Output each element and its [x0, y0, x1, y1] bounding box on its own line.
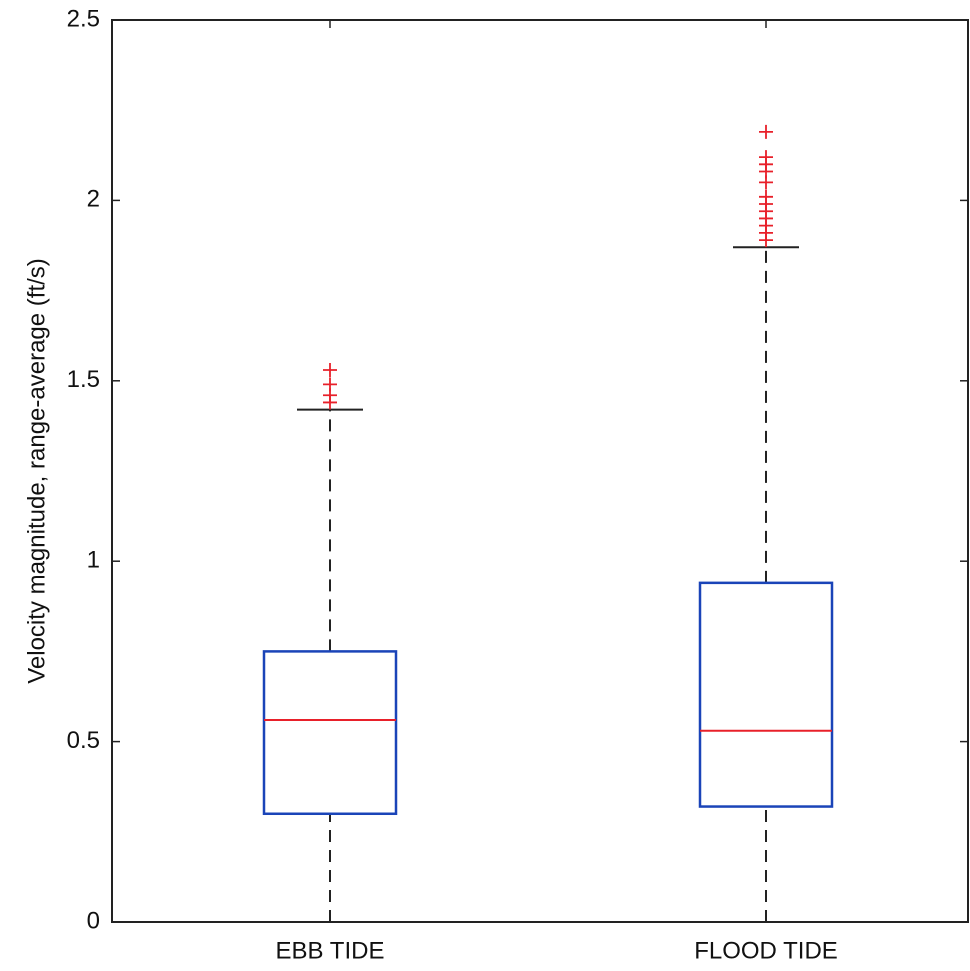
- outlier: [759, 124, 773, 139]
- x-tick-label: EBB TIDE: [276, 937, 385, 964]
- y-tick-label: 2.5: [67, 5, 100, 32]
- outlier: [759, 175, 773, 190]
- box: [262, 650, 398, 816]
- y-axis-label: Velocity magnitude, range-average (ft/s): [23, 258, 50, 684]
- y-tick-label: 1: [87, 547, 100, 574]
- outlier: [323, 395, 337, 410]
- box: [698, 581, 834, 808]
- y-tick-label: 1.5: [67, 366, 100, 393]
- outlier: [323, 362, 337, 377]
- x-tick-label: FLOOD TIDE: [694, 937, 838, 964]
- y-tick-label: 2: [87, 186, 100, 213]
- y-tick-label: 0.5: [67, 727, 100, 754]
- outlier: [759, 233, 773, 248]
- plot-frame: [111, 19, 969, 923]
- y-tick-label: 0: [87, 907, 100, 934]
